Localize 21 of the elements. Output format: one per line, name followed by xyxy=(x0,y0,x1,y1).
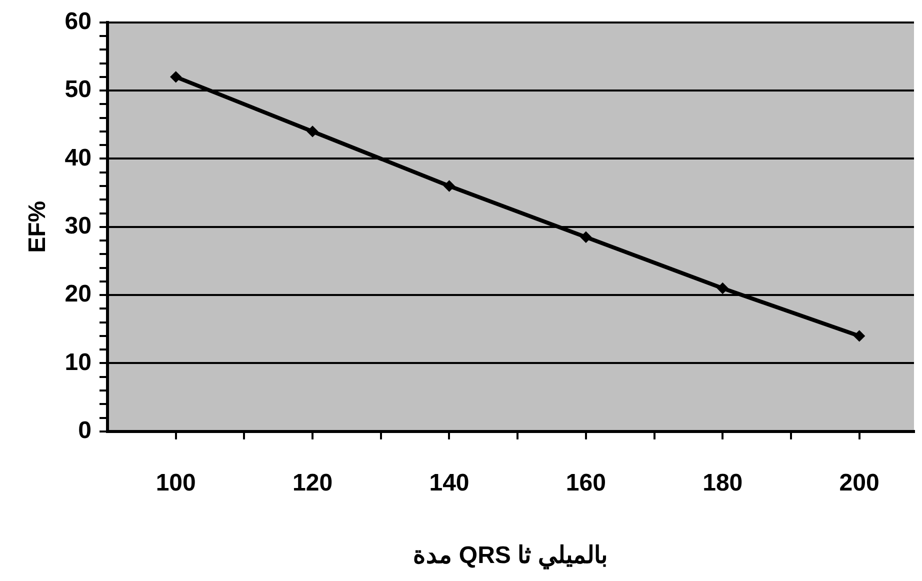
y-tick-label: 30 xyxy=(64,212,92,240)
x-axis-title: مدة QRS بالميلي ثا xyxy=(413,542,608,570)
point xyxy=(718,283,728,294)
point xyxy=(170,72,181,82)
point xyxy=(580,232,591,242)
y-tick-label: 0 xyxy=(78,417,92,444)
x-tick-label: 120 xyxy=(292,469,333,496)
y-tick-label: 40 xyxy=(64,144,92,172)
x-tick-label: 160 xyxy=(566,469,606,496)
x-tick-label: 100 xyxy=(156,469,196,496)
x-tick-label: 140 xyxy=(429,469,470,496)
y-tick-label: 10 xyxy=(64,348,92,376)
point xyxy=(444,181,454,191)
y-tick-label: 20 xyxy=(64,280,92,308)
point xyxy=(854,330,864,341)
point xyxy=(308,126,318,136)
y-axis-title: EF% xyxy=(24,200,52,253)
y-tick-label: 60 xyxy=(64,8,92,36)
x-tick-label: 200 xyxy=(839,469,880,496)
y-tick-label: 50 xyxy=(64,76,92,104)
x-tick-label: 180 xyxy=(702,469,743,496)
